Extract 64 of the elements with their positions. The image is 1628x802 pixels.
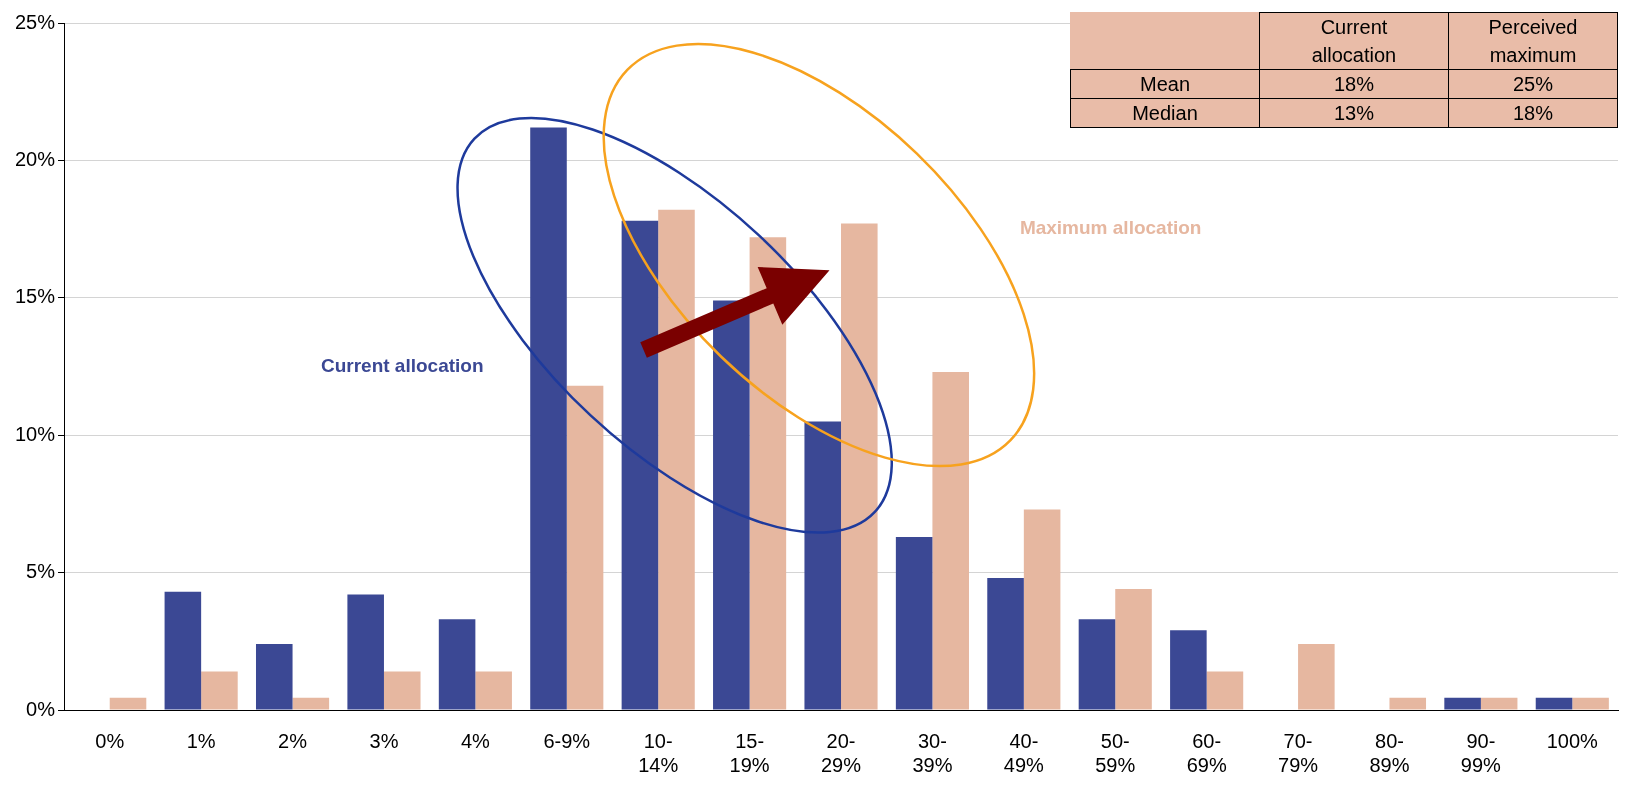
bar (566, 385, 604, 710)
x-tick-label: 20-29% (821, 729, 862, 776)
bar (109, 697, 147, 710)
x-tick-label: 1% (186, 729, 216, 752)
bar (804, 421, 842, 710)
x-tick-label: 50-59% (1095, 729, 1136, 776)
text: Maximum allocation (1019, 217, 1202, 239)
bar (1115, 589, 1152, 710)
x-tick-label: 10-14% (638, 729, 679, 776)
bar (1298, 644, 1335, 710)
y-tick-label: 5% (26, 560, 56, 583)
x-tick-label: 0% (95, 729, 125, 752)
annotation: Mean (1139, 72, 1191, 97)
bar (1535, 697, 1573, 710)
annotation: 18% (1333, 72, 1375, 97)
x-tick-label: 6-9% (543, 729, 591, 752)
bar (1444, 697, 1481, 710)
bar (841, 223, 878, 710)
x-tick-label: 3% (369, 729, 399, 752)
x-tick-label: 15-19% (729, 729, 770, 776)
y-tick-label: 10% (15, 422, 56, 445)
x-tick-label: 30-39% (912, 729, 953, 776)
bar (383, 671, 421, 710)
x-tick-label: 4% (460, 729, 491, 752)
bar (164, 591, 202, 710)
x-tick-label: 80-89% (1369, 729, 1410, 776)
bar (1206, 671, 1244, 710)
bar (658, 209, 695, 710)
bar (621, 220, 659, 710)
x-tick-label: 40-49% (1003, 729, 1045, 776)
bar (201, 671, 238, 710)
bar (987, 578, 1024, 710)
bar (1170, 630, 1207, 710)
annotation: Perceived maximum (1487, 15, 1579, 68)
bar (475, 671, 512, 710)
annotation: 18% (1512, 101, 1554, 126)
x-tick-label: 90-99% (1460, 729, 1502, 776)
bar (895, 536, 933, 710)
bar (1572, 697, 1609, 710)
bar (1480, 697, 1518, 710)
bar (713, 300, 750, 710)
bar (1389, 697, 1427, 710)
x-tick-label: 70-79% (1278, 729, 1319, 776)
text: Current allocation (320, 354, 484, 376)
bar (932, 372, 969, 710)
annotation: 13% (1333, 101, 1375, 126)
annotation: 25% (1512, 72, 1554, 97)
bar (438, 619, 476, 710)
y-tick-label: 0% (26, 697, 56, 720)
y-tick-label: 20% (15, 147, 56, 170)
bar (347, 594, 384, 710)
x-tick-label: 2% (278, 729, 308, 752)
bar (530, 127, 567, 710)
bar (255, 644, 293, 710)
y-tick-label: 25% (15, 10, 56, 33)
bar (1078, 619, 1116, 710)
annotation: Current allocation (1310, 15, 1398, 68)
x-tick-label: 100% (1546, 729, 1599, 752)
annotation: Median (1131, 101, 1199, 126)
bar (292, 697, 330, 710)
y-tick-label: 15% (15, 285, 56, 308)
bar (1023, 509, 1061, 710)
x-tick-label: 60-69% (1186, 729, 1227, 776)
bar (749, 237, 787, 710)
